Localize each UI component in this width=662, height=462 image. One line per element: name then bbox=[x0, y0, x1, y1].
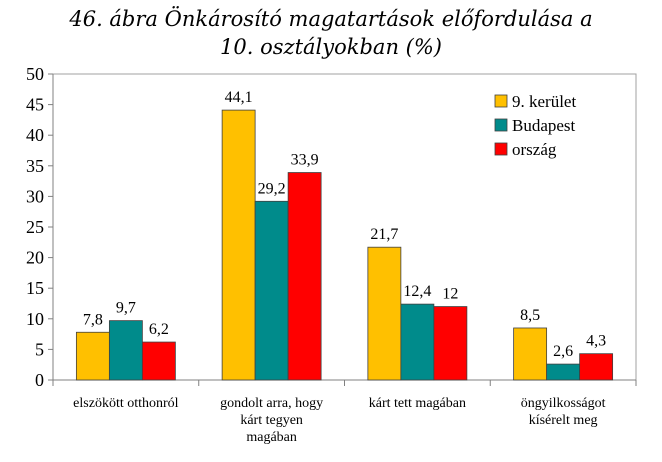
y-tick-label: 30 bbox=[26, 186, 44, 206]
y-tick-label: 10 bbox=[26, 309, 44, 329]
bar bbox=[400, 303, 435, 381]
data-label: 7,8 bbox=[83, 311, 103, 328]
data-label: 12,4 bbox=[403, 283, 431, 300]
category-label: gondolt arra, hogy bbox=[220, 396, 323, 411]
data-label: 33,9 bbox=[291, 152, 319, 169]
chart-title-line-1: 46. ábra Önkárosító magatartások előford… bbox=[69, 7, 593, 31]
data-label: 4,3 bbox=[586, 333, 606, 350]
bar bbox=[75, 331, 110, 381]
data-label: 9,7 bbox=[116, 300, 136, 317]
data-label: 29,2 bbox=[258, 180, 286, 197]
y-tick-label: 50 bbox=[26, 64, 44, 84]
category-label: kísérelt meg bbox=[529, 413, 598, 428]
y-tick-label: 40 bbox=[26, 125, 44, 145]
bar bbox=[579, 353, 614, 381]
bar bbox=[433, 306, 468, 381]
data-label: 12 bbox=[442, 286, 458, 303]
y-tick-label: 20 bbox=[26, 248, 44, 268]
category-label: öngyilkosságot bbox=[521, 396, 606, 411]
bar bbox=[513, 327, 548, 381]
legend-swatch bbox=[494, 94, 508, 108]
chart-title-line-2: 10. osztályokban (%) bbox=[220, 35, 442, 59]
data-label: 8,5 bbox=[520, 307, 540, 324]
bar bbox=[221, 109, 256, 381]
data-label: 2,6 bbox=[553, 343, 573, 360]
y-tick-label: 25 bbox=[26, 217, 44, 237]
bar bbox=[254, 200, 289, 381]
y-tick-label: 45 bbox=[26, 95, 44, 115]
legend-label: 9. kerület bbox=[512, 92, 576, 111]
y-tick-label: 15 bbox=[26, 278, 44, 298]
category-label: kárt tegyen bbox=[240, 413, 303, 428]
y-tick-label: 5 bbox=[35, 339, 44, 359]
y-tick-label: 0 bbox=[35, 370, 44, 390]
data-label: 21,7 bbox=[370, 226, 398, 243]
legend-swatch bbox=[494, 118, 508, 132]
bar bbox=[108, 320, 143, 381]
bar bbox=[287, 172, 322, 381]
category-label: elszökött otthonról bbox=[73, 396, 178, 411]
legend-label: ország bbox=[512, 140, 557, 159]
bar bbox=[367, 246, 402, 381]
legend-swatch bbox=[494, 142, 508, 156]
legend-label: Budapest bbox=[512, 116, 576, 135]
data-label: 6,2 bbox=[149, 321, 169, 338]
bar bbox=[546, 363, 581, 381]
bar bbox=[141, 341, 176, 381]
category-label: magában bbox=[246, 430, 297, 445]
data-label: 44,1 bbox=[225, 89, 253, 106]
category-label: kárt tett magában bbox=[369, 396, 466, 411]
y-tick-label: 35 bbox=[26, 156, 44, 176]
